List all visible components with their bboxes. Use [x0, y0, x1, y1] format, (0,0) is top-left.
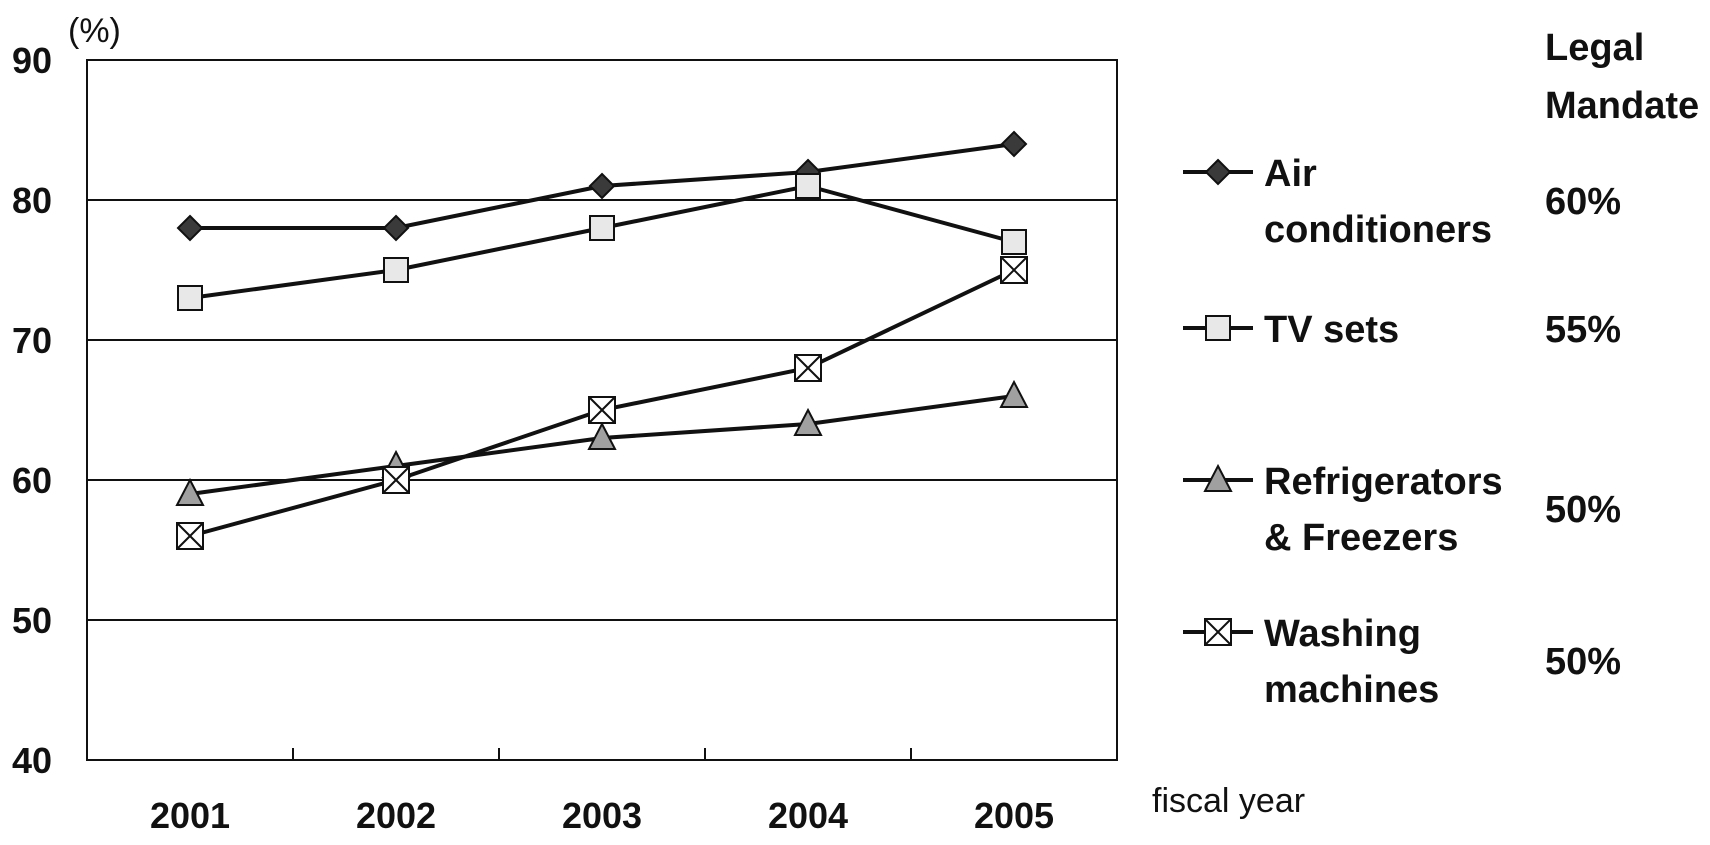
- y-tick-label: 50: [12, 600, 52, 641]
- legend-marker: [1205, 315, 1231, 341]
- series-1: [177, 173, 1027, 311]
- legend-item-3: Washing machines 50%: [1183, 613, 1621, 711]
- data-point: [1000, 256, 1028, 284]
- data-point: [589, 215, 615, 241]
- y-axis-ticks: 40 50 60 70 80 90: [12, 40, 52, 781]
- gridlines: [87, 199, 1117, 621]
- data-point: [176, 214, 204, 242]
- legend-header-line-2: Mandate: [1545, 85, 1699, 127]
- legend-marker: [1204, 158, 1232, 186]
- series-lines: [175, 130, 1029, 550]
- x-tick-label: 2003: [562, 795, 642, 836]
- x-tick-label: 2004: [768, 795, 848, 836]
- y-tick-label: 70: [12, 320, 52, 361]
- data-point: [587, 421, 617, 450]
- legend-label: Refrigerators: [1264, 461, 1503, 503]
- data-point: [1000, 130, 1028, 158]
- y-tick-label: 90: [12, 40, 52, 81]
- data-point: [382, 466, 410, 494]
- legal-mandate-value: 60%: [1545, 181, 1621, 223]
- legend-label: Washing: [1264, 613, 1421, 655]
- series-0: [176, 130, 1028, 242]
- data-point: [793, 407, 823, 436]
- x-tick-label: 2001: [150, 795, 230, 836]
- series-2: [175, 379, 1029, 506]
- y-tick-label: 40: [12, 740, 52, 781]
- y-tick-label: 60: [12, 460, 52, 501]
- data-point: [588, 396, 616, 424]
- y-axis-label: (%): [68, 12, 121, 50]
- legend-item-0: Air conditioners 60%: [1183, 153, 1621, 251]
- data-point: [588, 172, 616, 200]
- legend-item-1: TV sets 55%: [1183, 309, 1621, 351]
- data-point: [177, 285, 203, 311]
- data-point: [1001, 229, 1027, 255]
- legal-mandate-value: 50%: [1545, 641, 1621, 683]
- x-tick-label: 2002: [356, 795, 436, 836]
- legend-label: machines: [1264, 669, 1439, 711]
- legend-label: Air: [1264, 153, 1317, 195]
- series-3: [176, 256, 1028, 550]
- legend-marker: [1204, 618, 1232, 646]
- plot-area-frame: [86, 59, 1118, 761]
- series-line: [189, 183, 1015, 300]
- x-tick-label: 2005: [974, 795, 1054, 836]
- legend-header-line-1: Legal: [1545, 27, 1644, 69]
- legend-item-2: Refrigerators & Freezers 50%: [1183, 461, 1621, 559]
- x-axis-label: fiscal year: [1152, 782, 1305, 820]
- legend-label: & Freezers: [1264, 517, 1458, 559]
- y-tick-label: 80: [12, 180, 52, 221]
- legend: Legal Mandate Air conditioners 60% TV sets 5…: [1183, 27, 1699, 711]
- x-axis-ticks: 2001 2002 2003 2004 2005: [150, 748, 1054, 836]
- legend-label: TV sets: [1264, 309, 1399, 351]
- data-point: [382, 214, 410, 242]
- data-point: [383, 257, 409, 283]
- legal-mandate-value: 55%: [1545, 309, 1621, 351]
- data-point: [794, 354, 822, 382]
- legend-marker: [1203, 463, 1233, 492]
- data-point: [795, 173, 821, 199]
- legend-label: conditioners: [1264, 209, 1492, 251]
- data-point: [999, 379, 1029, 408]
- data-point: [176, 522, 204, 550]
- data-point: [175, 477, 205, 506]
- legal-mandate-value: 50%: [1545, 489, 1621, 531]
